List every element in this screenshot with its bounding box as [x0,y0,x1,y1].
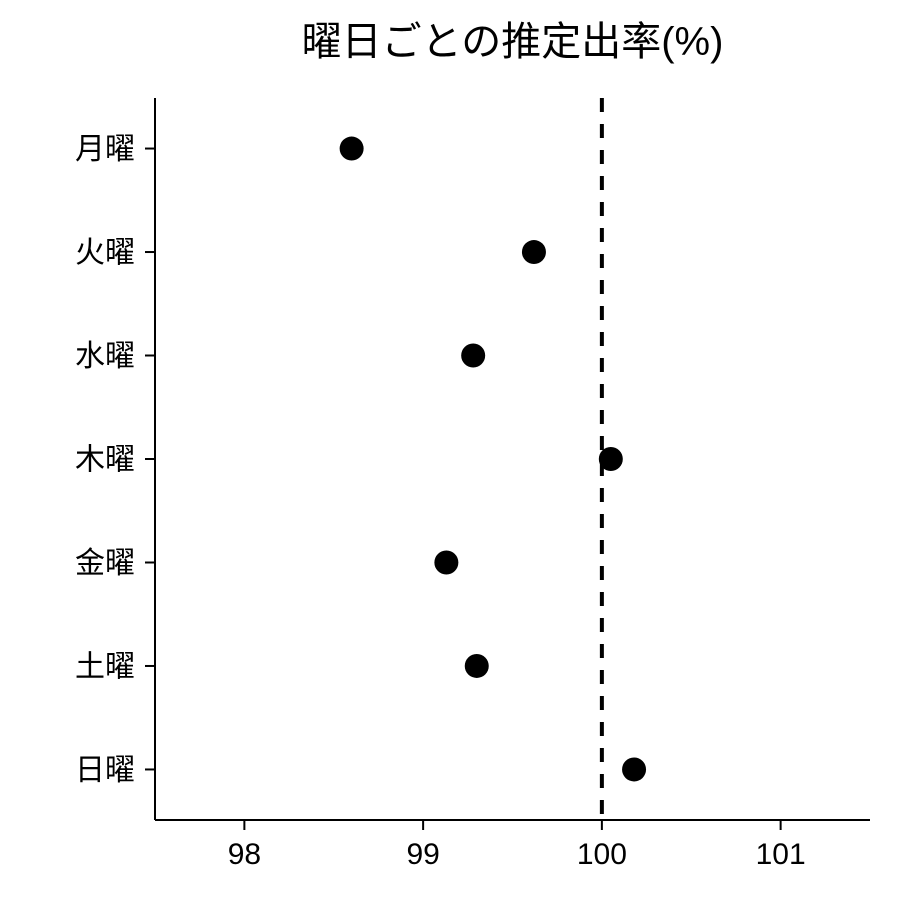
x-tick-label: 99 [406,838,439,871]
y-tick-label: 水曜 [75,340,135,373]
chart-background [0,0,900,900]
x-tick-label: 98 [228,838,261,871]
data-point [340,137,364,161]
data-point [461,344,485,368]
y-tick-label: 火曜 [75,237,135,270]
y-tick-label: 日曜 [75,754,135,787]
x-tick-label: 101 [756,838,806,871]
dotplot-chart: 曜日ごとの推定出率(%) 98 99 100 101 月曜火曜水曜木曜金曜土曜日曜 [0,0,900,900]
data-point [434,550,458,574]
y-tick-label: 土曜 [75,650,135,683]
data-point [622,757,646,781]
chart-title: 曜日ごとの推定出率(%) [302,20,724,64]
data-point [465,654,489,678]
y-tick-label: 木曜 [75,444,135,477]
y-tick-label: 月曜 [75,133,135,166]
data-point [522,240,546,264]
x-tick-label: 100 [577,838,627,871]
y-tick-label: 金曜 [75,547,135,580]
data-point [599,447,623,471]
